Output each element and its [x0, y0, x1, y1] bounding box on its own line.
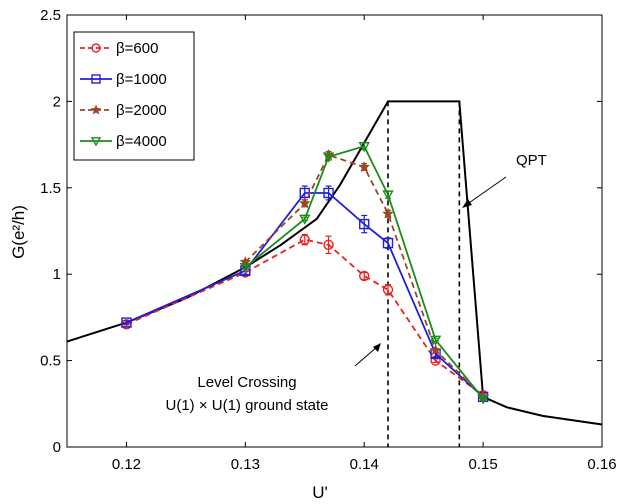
marker-triangle	[477, 394, 489, 405]
x-tick-label: 0.12	[112, 456, 141, 473]
y-tick-label: 2.5	[40, 7, 61, 24]
marker-square	[323, 187, 334, 199]
plot-frame	[66, 14, 603, 448]
marker-square	[359, 218, 370, 230]
ground-state-label: U(1) × U(1) ground state	[166, 397, 329, 414]
y-tick-label: 2	[53, 93, 61, 110]
marker-triangle	[90, 137, 102, 147]
marker-star	[382, 207, 394, 219]
marker-circle	[299, 234, 310, 245]
qpt-arrowhead	[462, 199, 472, 208]
qpt-arrow	[465, 176, 507, 206]
x-tick-label: 0.15	[469, 456, 498, 473]
marker-triangle	[299, 214, 311, 225]
marker-star	[358, 161, 370, 172]
y-tick-label: 0.5	[40, 353, 61, 370]
marker-square	[121, 317, 132, 328]
series-3	[239, 142, 489, 405]
y-axis-label: G(e²/h)	[9, 205, 28, 259]
level-crossing-arrow	[354, 345, 379, 367]
level-crossing-label: Level Crossing	[197, 374, 296, 391]
marker-square	[382, 237, 394, 249]
y-tick-label: 1	[53, 266, 61, 283]
annotations: QPT Level Crossing U(1) × U(1) ground st…	[166, 152, 547, 414]
marker-star	[90, 104, 102, 115]
marker-circle	[382, 284, 394, 295]
x-tick-label: 0.14	[350, 456, 379, 473]
level-crossing-arrowhead	[373, 343, 381, 352]
x-tick-label: 0.16	[587, 456, 616, 473]
series-0	[121, 233, 489, 401]
series-line	[126, 192, 484, 398]
qpt-label: QPT	[516, 152, 547, 169]
y-tick-label: 0	[53, 439, 61, 456]
marker-square	[91, 74, 101, 84]
x-axis-label: U'	[312, 483, 328, 502]
legend-box	[73, 31, 195, 161]
legend-label: β=1000	[116, 71, 167, 88]
series-group	[121, 142, 489, 405]
y-tick-label: 1.5	[40, 180, 61, 197]
legend-label: β=4000	[116, 133, 167, 150]
legend-label: β=600	[116, 40, 158, 57]
marker-circle	[91, 43, 101, 53]
marker-triangle	[322, 152, 335, 163]
marker-circle	[323, 239, 334, 251]
legend: β=600 β=1000 β=2000 β=4000	[73, 31, 195, 161]
marker-star	[429, 344, 442, 356]
series-line	[126, 238, 484, 396]
marker-star	[299, 197, 311, 209]
marker-circle	[359, 270, 370, 282]
ticks: 0.12 0.13 0.14 0.15 0.16 0 0.5 1 1.5 2 2.5	[40, 7, 616, 473]
marker-triangle	[358, 142, 370, 153]
guide-lines	[387, 101, 461, 447]
legend-label: β=2000	[116, 102, 167, 119]
marker-triangle	[429, 335, 442, 346]
marker-triangle	[239, 262, 252, 274]
x-tick-label: 0.13	[231, 456, 260, 473]
marker-triangle	[382, 190, 394, 201]
